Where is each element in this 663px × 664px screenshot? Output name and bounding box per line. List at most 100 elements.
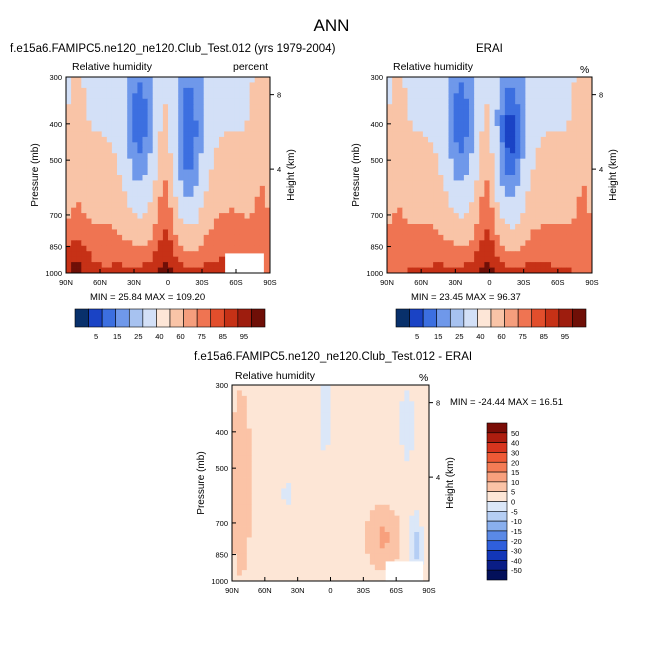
contour-cell bbox=[422, 169, 429, 176]
contour-cell bbox=[374, 537, 381, 544]
contour-cell bbox=[581, 77, 588, 83]
contour-cell bbox=[117, 126, 123, 132]
contour-cell bbox=[152, 251, 159, 258]
contour-cell bbox=[479, 191, 485, 198]
contour-cell bbox=[499, 207, 506, 214]
contour-cell bbox=[489, 245, 496, 252]
contour-cell bbox=[147, 234, 154, 241]
contour-cell bbox=[474, 77, 480, 83]
contour-cell bbox=[264, 213, 271, 219]
contour-cell bbox=[504, 104, 511, 111]
contour-cell bbox=[392, 218, 398, 225]
contour-cell bbox=[428, 158, 434, 165]
contour-cell bbox=[203, 115, 210, 121]
contour-cell bbox=[453, 224, 460, 230]
contour-cell bbox=[132, 251, 138, 258]
contour-cell bbox=[266, 455, 272, 462]
contour-cell bbox=[414, 444, 420, 451]
contour-cell bbox=[81, 169, 87, 176]
contour-cell bbox=[463, 169, 470, 176]
contour-cell bbox=[264, 98, 271, 105]
contour-cell bbox=[276, 395, 282, 402]
contour-cell bbox=[71, 218, 77, 225]
contour-cell bbox=[178, 93, 184, 100]
contour-cell bbox=[369, 423, 376, 429]
contour-cell bbox=[213, 98, 220, 105]
contour-cell bbox=[91, 196, 97, 203]
contour-cell bbox=[254, 245, 261, 252]
contour-cell bbox=[489, 142, 496, 149]
contour-cell bbox=[424, 504, 430, 511]
contour-cell bbox=[71, 245, 77, 252]
colorbar-swatch bbox=[486, 452, 508, 463]
contour-cell bbox=[234, 224, 240, 230]
contour-cell bbox=[111, 115, 118, 121]
contour-cell bbox=[239, 158, 245, 165]
contour-cell bbox=[300, 532, 307, 538]
contour-cell bbox=[350, 564, 356, 571]
contour-cell bbox=[310, 521, 317, 527]
contour-cell bbox=[530, 185, 537, 192]
contour-cell bbox=[168, 218, 174, 225]
contour-cell bbox=[310, 493, 317, 500]
contour-cell bbox=[350, 537, 356, 544]
contour-cell bbox=[407, 207, 414, 214]
contour-cell bbox=[479, 104, 485, 111]
contour-cell bbox=[71, 262, 77, 268]
contour-cell bbox=[213, 120, 220, 127]
contour-cell bbox=[504, 153, 511, 160]
contour-cell bbox=[389, 428, 395, 435]
contour-cell bbox=[101, 234, 108, 241]
contour-cell bbox=[499, 109, 506, 116]
contour-cell bbox=[581, 82, 588, 89]
contour-cell bbox=[389, 466, 395, 473]
contour-cell bbox=[360, 455, 366, 462]
contour-cell bbox=[203, 147, 210, 154]
contour-cell bbox=[458, 224, 465, 230]
contour-cell bbox=[162, 256, 169, 263]
contour-cell bbox=[443, 207, 449, 214]
contour-cell bbox=[404, 385, 410, 391]
contour-cell bbox=[261, 412, 267, 419]
contour-cell bbox=[71, 180, 77, 187]
contour-cell bbox=[397, 218, 403, 225]
contour-cell bbox=[101, 267, 108, 274]
contour-cell bbox=[117, 82, 123, 89]
colorbar-swatch bbox=[88, 308, 103, 328]
contour-cell bbox=[224, 240, 230, 247]
contour-cell bbox=[173, 147, 179, 154]
contour-cell bbox=[404, 515, 410, 522]
contour-cell bbox=[219, 115, 225, 121]
contour-cell bbox=[178, 218, 184, 225]
contour-cell bbox=[246, 542, 253, 549]
contour-cell bbox=[208, 267, 215, 274]
contour-cell bbox=[147, 164, 154, 170]
contour-cell bbox=[414, 548, 420, 555]
contour-cell bbox=[264, 131, 271, 138]
contour-cell bbox=[340, 559, 346, 566]
contour-cell bbox=[101, 147, 108, 154]
contour-cell bbox=[499, 98, 506, 105]
contour-cell bbox=[330, 537, 336, 544]
contour-cell bbox=[576, 158, 583, 165]
contour-cell bbox=[71, 82, 77, 89]
contour-cell bbox=[581, 104, 588, 111]
contour-cell bbox=[360, 526, 366, 533]
contour-cell bbox=[397, 142, 403, 149]
x-tick-label: 30S bbox=[357, 586, 370, 595]
contour-cell bbox=[404, 483, 410, 489]
contour-cell bbox=[340, 570, 346, 576]
contour-cell bbox=[259, 164, 266, 170]
contour-cell bbox=[219, 142, 225, 149]
contour-cell bbox=[264, 136, 271, 143]
contour-cell bbox=[551, 93, 557, 100]
contour-cell bbox=[417, 136, 424, 143]
contour-cell bbox=[566, 229, 572, 236]
contour-cell bbox=[414, 406, 420, 413]
contour-cell bbox=[229, 245, 235, 252]
contour-cell bbox=[101, 240, 108, 247]
contour-cell bbox=[251, 406, 258, 413]
contour-cell bbox=[399, 488, 405, 495]
contour-cell bbox=[152, 98, 159, 105]
contour-cell bbox=[335, 499, 341, 506]
